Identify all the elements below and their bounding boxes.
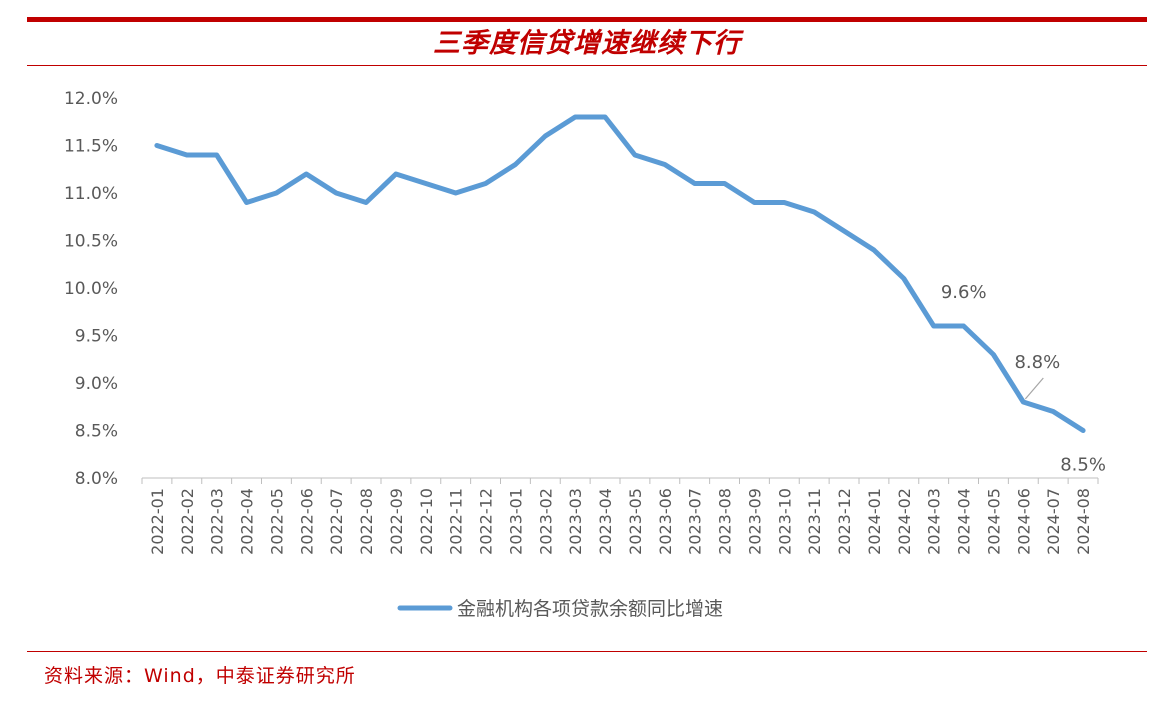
x-tick-label: 2023-12	[835, 488, 854, 555]
x-tick-label: 2022-05	[267, 488, 286, 555]
data-label: 9.6%	[941, 282, 987, 303]
x-tick-label: 2022-01	[148, 488, 167, 555]
x-tick-label: 2023-11	[805, 488, 824, 555]
x-tick-label: 2023-08	[716, 488, 735, 555]
x-tick-label: 2023-09	[745, 488, 764, 555]
y-tick-label: 8.0%	[75, 469, 118, 489]
x-tick-label: 2022-12	[477, 488, 496, 555]
x-tick-label: 2024-04	[955, 488, 974, 555]
y-tick-label: 10.0%	[64, 279, 118, 299]
x-tick-label: 2024-08	[1074, 488, 1093, 555]
x-tick-label: 2024-01	[865, 488, 884, 555]
y-tick-label: 10.5%	[64, 232, 118, 252]
x-tick-label: 2022-04	[238, 488, 257, 555]
x-tick-label: 2022-10	[417, 488, 436, 555]
x-tick-label: 2022-11	[447, 488, 466, 555]
y-tick-label: 9.5%	[75, 327, 118, 347]
data-label-leader	[1024, 377, 1044, 400]
x-tick-label: 2023-04	[596, 488, 615, 555]
x-tick-label: 2022-09	[387, 488, 406, 555]
source-note: 资料来源：Wind，中泰证券研究所	[44, 665, 356, 687]
y-tick-label: 11.0%	[64, 184, 118, 204]
top-rule	[27, 17, 1147, 22]
x-tick-label: 2023-02	[536, 488, 555, 555]
x-tick-label: 2022-02	[178, 488, 197, 555]
page-title: 三季度信贷增速继续下行	[433, 28, 741, 59]
data-label: 8.8%	[1014, 352, 1060, 373]
x-tick-label: 2023-01	[506, 488, 525, 555]
y-tick-label: 9.0%	[75, 374, 118, 394]
data-label: 8.5%	[1060, 455, 1106, 476]
y-tick-label: 12.0%	[64, 89, 118, 109]
x-tick-label: 2023-05	[626, 488, 645, 555]
x-tick-label: 2024-02	[895, 488, 914, 555]
legend-label: 金融机构各项贷款余额同比增速	[457, 598, 723, 620]
x-tick-label: 2023-03	[566, 488, 585, 555]
x-tick-label: 2022-07	[327, 488, 346, 555]
x-tick-label: 2022-06	[297, 488, 316, 555]
x-tick-label: 2024-03	[925, 488, 944, 555]
x-tick-label: 2023-06	[656, 488, 675, 555]
y-tick-label: 11.5%	[64, 137, 118, 157]
x-tick-label: 2024-07	[1044, 488, 1063, 555]
series-line	[154, 114, 1086, 433]
x-tick-label: 2024-06	[1014, 488, 1033, 555]
line-chart: 8.0% 8.5% 9.0% 9.5% 10.0% 10.5% 11.0% 11.5% 12.0…	[64, 89, 1106, 620]
title-rule	[27, 65, 1147, 66]
bottom-rule	[27, 651, 1147, 652]
x-tick-label: 2022-03	[208, 488, 227, 555]
x-tick-label: 2023-07	[686, 488, 705, 555]
y-tick-label: 8.5%	[75, 422, 118, 442]
x-tick-label: 2023-10	[775, 488, 794, 555]
x-tick-label: 2022-08	[357, 488, 376, 555]
x-tick-label: 2024-05	[984, 488, 1003, 555]
